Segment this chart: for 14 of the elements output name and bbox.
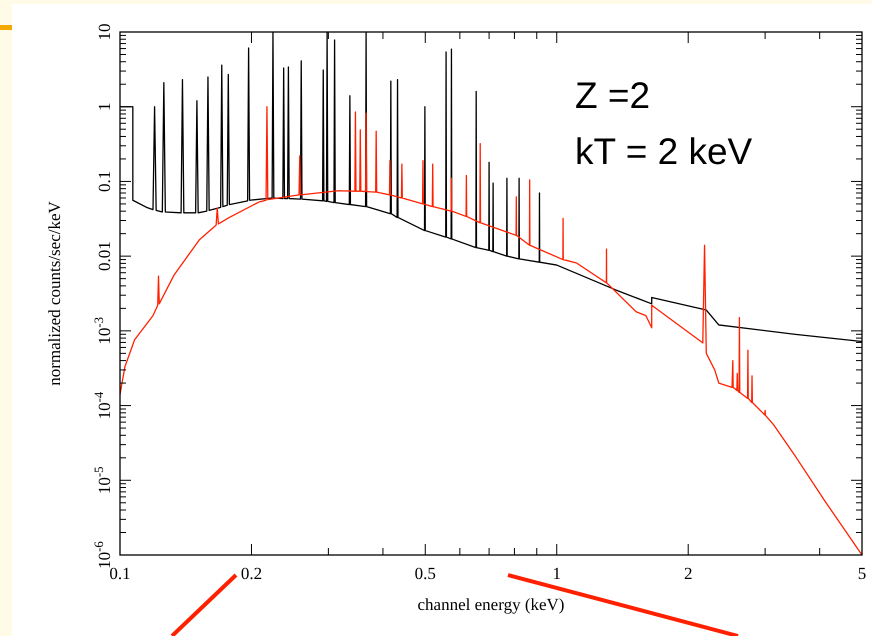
x-tick-label: 5 (858, 564, 866, 583)
x-tick-label: 1 (552, 564, 561, 583)
y-tick-label: 10 (95, 24, 114, 40)
x-tick-label: 0.2 (240, 564, 262, 583)
y-axis-title: normalized counts/sec/keV (45, 200, 64, 386)
y-tick-label: 1 (95, 102, 114, 111)
x-tick-label: 0.1 (109, 564, 131, 583)
x-tick-label: 0.5 (414, 564, 436, 583)
annotation: Z =2 (575, 75, 650, 116)
y-tick-label: 0.1 (95, 170, 114, 192)
x-axis-title: channel energy (keV) (418, 595, 564, 614)
annotation: kT = 2 keV (575, 131, 753, 172)
x-tick-label: 2 (684, 564, 692, 583)
y-tick-label: 0.01 (95, 241, 114, 272)
